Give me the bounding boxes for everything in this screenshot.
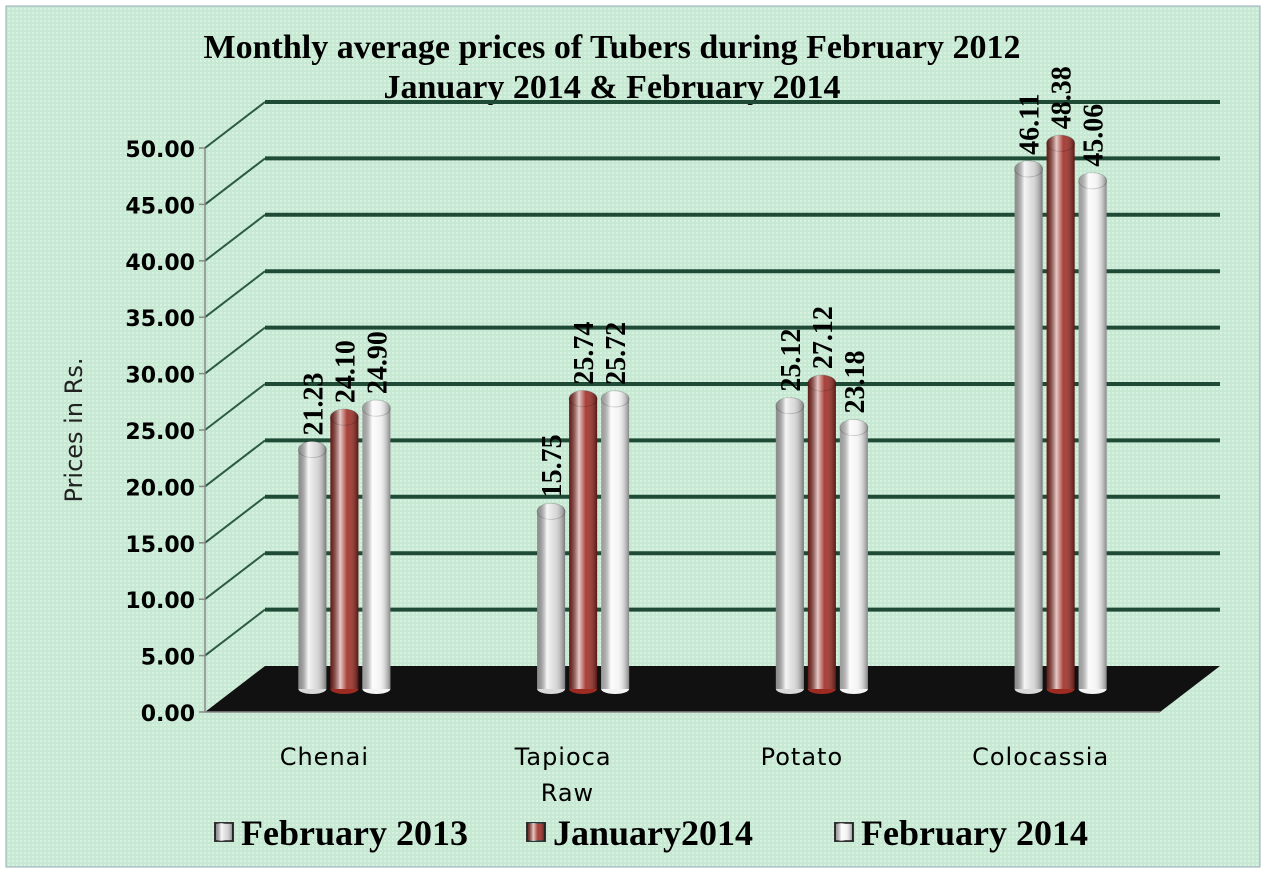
bar-top-shade [298, 441, 327, 458]
x-tick-label: Tapioca Raw [514, 743, 612, 807]
bar-shade [601, 398, 630, 689]
data-label: 48.38 [1047, 66, 1078, 129]
bar-top-shade [569, 390, 598, 407]
data-label: 15.75 [537, 434, 568, 497]
grid-line-diagonal [204, 270, 266, 318]
grid-line-diagonal [204, 383, 266, 431]
grid-line-diagonal [204, 214, 266, 262]
bar [536, 502, 566, 694]
legend-label: February 2013 [241, 813, 468, 853]
data-label: 25.72 [601, 322, 632, 385]
bar [775, 397, 805, 694]
y-tick-label: 30.00 [125, 364, 195, 389]
bar-shade [775, 405, 804, 689]
bar [1046, 134, 1076, 694]
bar-top-shade [362, 400, 391, 417]
grid-line-diagonal [204, 326, 266, 375]
bar [807, 374, 837, 694]
bar-top-shade [537, 503, 566, 520]
y-tick-label: 0.00 [141, 702, 195, 727]
legend-swatch-shade [835, 823, 853, 841]
y-tick-label: 35.00 [125, 307, 195, 332]
data-label: 21.23 [298, 373, 329, 436]
x-tick-label: Potato [761, 743, 844, 771]
bar-shade [1078, 180, 1107, 689]
grid-line-diagonal [204, 496, 266, 544]
grid-line-diagonal [204, 157, 266, 206]
grid-line-diagonal [204, 608, 266, 657]
chart-title: Monthly average prices of Tubers during … [204, 29, 1021, 66]
data-label: 27.12 [808, 306, 839, 369]
y-tick-label: 15.00 [125, 533, 195, 558]
y-tick-label: 10.00 [125, 589, 195, 614]
bar [600, 390, 630, 694]
bar [1078, 172, 1108, 694]
y-axis-title: Prices in Rs. [60, 358, 88, 503]
bar [361, 399, 391, 694]
floor [205, 666, 1220, 712]
bar-top-shade [807, 375, 836, 392]
bar-top-shade [839, 419, 868, 436]
bar-shade [298, 449, 327, 689]
bar [329, 408, 359, 694]
grid-line-diagonal [204, 101, 266, 149]
bar [1014, 160, 1044, 694]
legend-swatch-shade [527, 823, 545, 841]
data-label: 25.74 [569, 322, 600, 385]
y-tick-label: 40.00 [125, 251, 195, 276]
legend-label: February 2014 [861, 813, 1088, 853]
bar-shade [807, 383, 836, 689]
data-label: 24.10 [330, 340, 361, 403]
y-tick-label: 45.00 [125, 194, 195, 219]
bar-top-shade [1078, 172, 1107, 189]
bar-shade [1014, 168, 1043, 689]
bar [297, 441, 327, 694]
bar-shade [839, 427, 868, 689]
grid-line-diagonal [204, 552, 266, 600]
bar [839, 419, 869, 694]
x-tick-label: Chenai [280, 743, 369, 771]
y-tick-label: 25.00 [125, 420, 195, 445]
y-tick-label: 20.00 [125, 476, 195, 501]
bar-top-shade [601, 390, 630, 407]
bar-top-shade [775, 397, 804, 414]
data-label: 23.18 [840, 351, 871, 414]
bar-shade [537, 511, 566, 689]
chart-title: January 2014 & February 2014 [383, 69, 840, 106]
y-tick-label: 50.00 [125, 138, 195, 163]
bar-top-shade [1014, 160, 1043, 177]
bar-shade [330, 417, 359, 689]
bar-shade [569, 398, 598, 689]
bar-shade [1046, 143, 1075, 689]
data-label: 45.06 [1079, 104, 1110, 167]
data-label: 24.90 [362, 331, 393, 394]
legend-swatch-shade [215, 823, 233, 841]
bar-top-shade [330, 409, 359, 426]
x-tick-label: Colocassia [972, 743, 1109, 771]
grid-line-diagonal [204, 439, 266, 488]
data-label: 46.11 [1015, 93, 1046, 154]
bar-shade [362, 408, 391, 689]
y-tick-label: 5.00 [141, 646, 195, 671]
bar-top-shade [1046, 135, 1075, 152]
bar [568, 390, 598, 694]
legend-label: January2014 [553, 813, 753, 853]
data-label: 25.12 [776, 329, 807, 392]
